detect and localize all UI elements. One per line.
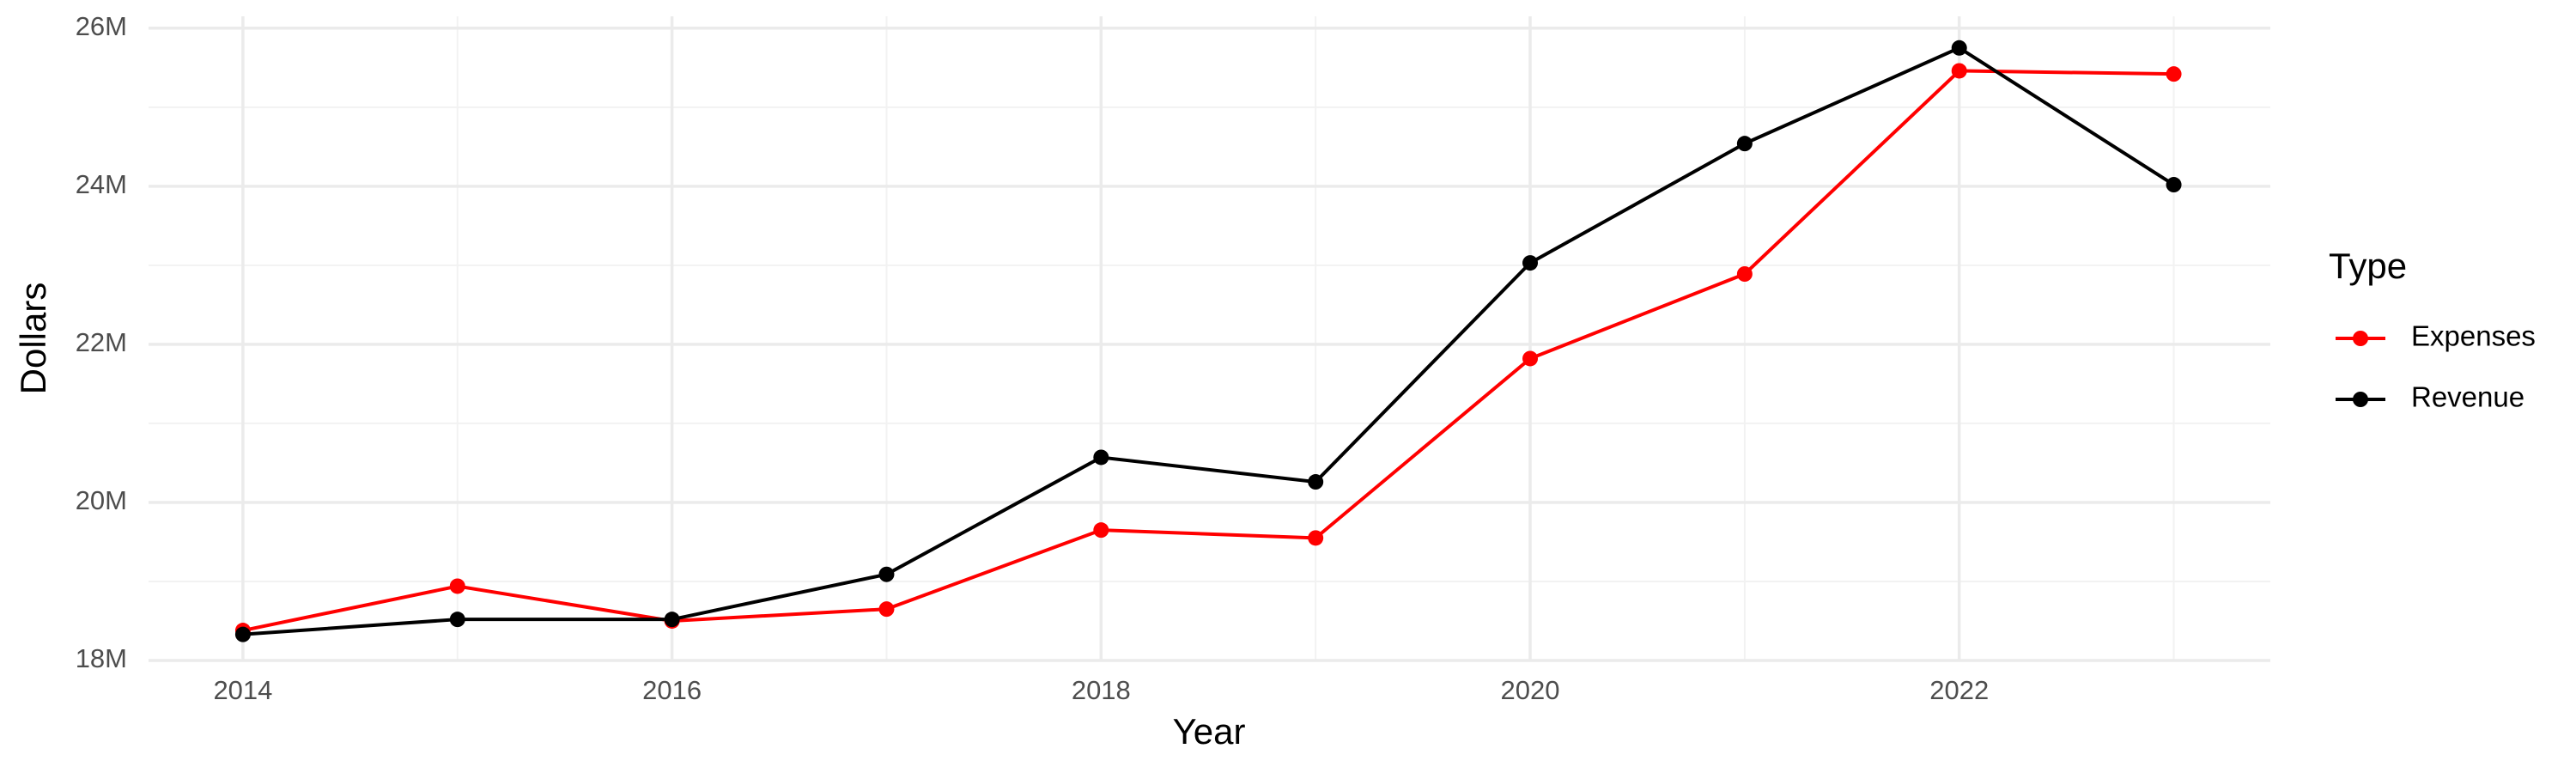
y-tick-label: 22M [76,327,127,357]
data-point [1522,255,1539,271]
data-point [878,566,895,582]
x-tick-label: 2016 [642,675,702,705]
data-point [2166,66,2182,82]
series-line [242,46,2175,636]
legend-marker [2353,331,2368,346]
data-point [1951,63,1967,79]
data-point [664,612,680,628]
data-point [449,612,465,628]
y-axis-title: Dollars [13,283,53,395]
legend-label: Expenses [2411,320,2536,352]
data-point [1308,530,1324,546]
y-tick-label: 24M [76,169,127,199]
data-point [1951,40,1967,56]
data-point [1736,136,1753,152]
legend-label: Revenue [2411,381,2524,413]
data-point [449,578,465,594]
data-point [1522,350,1539,367]
legend-marker [2353,392,2368,407]
x-axis-title: Year [1173,711,1246,752]
x-tick-label: 2014 [213,675,272,705]
data-point [878,601,895,618]
data-point [1093,449,1109,466]
data-point [2166,177,2182,193]
y-tick-label: 20M [76,485,127,515]
x-tick-label: 2018 [1072,675,1131,705]
y-tick-label: 26M [76,11,127,41]
x-tick-label: 2022 [1929,675,1989,705]
data-point [1736,266,1753,282]
y-tick-label: 18M [76,643,127,673]
series-line [242,69,2174,632]
data-point [1093,522,1109,539]
x-tick-label: 2020 [1501,675,1560,705]
data-point [1308,474,1324,490]
data-point [234,626,251,642]
legend-title: Type [2329,246,2407,286]
